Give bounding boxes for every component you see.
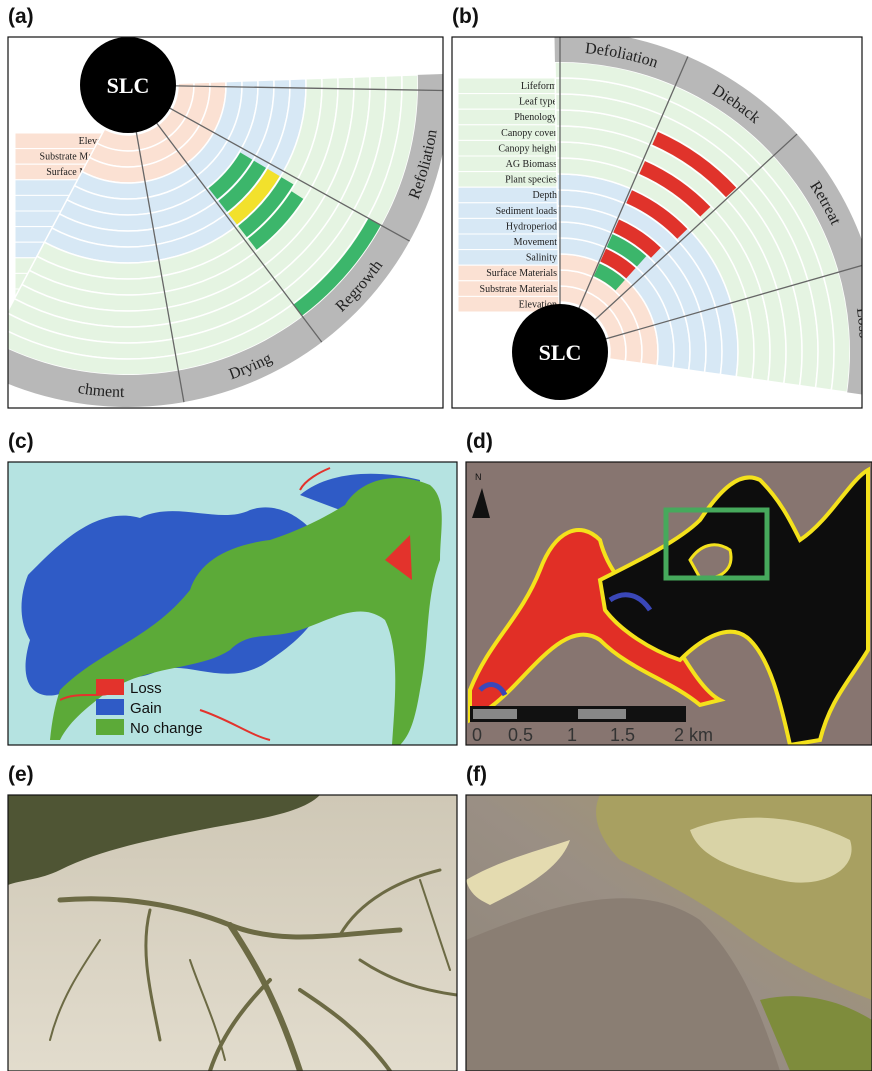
highlight bbox=[218, 160, 267, 212]
outer-band bbox=[8, 73, 443, 407]
legend-swatch bbox=[96, 699, 124, 715]
scale-label: 1.5 bbox=[610, 725, 635, 745]
north-label: N bbox=[475, 472, 482, 482]
row-label: Leaf type bbox=[519, 97, 558, 108]
divider bbox=[127, 84, 410, 242]
panel-frame bbox=[451, 36, 863, 409]
change-map: Loss Gain No change bbox=[8, 462, 457, 745]
slc-label: SLC bbox=[107, 73, 150, 98]
ring bbox=[554, 61, 851, 394]
highlight bbox=[238, 177, 294, 238]
legend-swatch bbox=[96, 719, 124, 735]
sector-label: Loss bbox=[853, 307, 872, 339]
panel-label: (c) bbox=[8, 430, 34, 453]
row-label: Surface Materials bbox=[486, 268, 557, 279]
panel-label: (e) bbox=[8, 763, 34, 786]
divider bbox=[559, 133, 798, 353]
panel-label: (d) bbox=[466, 430, 493, 453]
row-label: AG Biomass bbox=[506, 159, 558, 170]
row-label: Canopy cover bbox=[501, 128, 557, 139]
highlight bbox=[228, 168, 280, 225]
panel-label: (b) bbox=[452, 5, 479, 28]
row-label: Depth bbox=[533, 190, 557, 201]
sector-label-text: chment bbox=[77, 380, 125, 401]
row-label: Substrate Materials bbox=[40, 152, 118, 163]
highlight bbox=[606, 234, 647, 267]
legend-label: Gain bbox=[130, 700, 162, 717]
highlight bbox=[293, 218, 381, 316]
slc-circle bbox=[80, 37, 176, 133]
slc-label: SLC bbox=[539, 340, 582, 365]
panel-frame bbox=[465, 794, 872, 1071]
highlight bbox=[248, 191, 304, 250]
panel-frame bbox=[7, 461, 458, 746]
highlight bbox=[626, 190, 688, 239]
legend-label: No change bbox=[130, 720, 203, 737]
legend-label: Loss bbox=[130, 680, 162, 697]
highlight bbox=[208, 152, 253, 200]
row-label: Plant species bbox=[505, 175, 557, 186]
row-label: Elevation bbox=[519, 299, 557, 310]
row-label: Phenology bbox=[514, 112, 557, 123]
legend-swatch bbox=[96, 679, 124, 695]
highlight bbox=[652, 131, 737, 198]
panel-frame bbox=[7, 36, 444, 409]
divider bbox=[559, 264, 862, 353]
scale-label: 2 km bbox=[674, 725, 713, 745]
slc-circle bbox=[512, 304, 608, 400]
sector-label: chment bbox=[77, 380, 125, 401]
row-label: Sediment loads bbox=[496, 206, 557, 217]
outer-band bbox=[554, 37, 862, 395]
divider bbox=[559, 56, 689, 353]
panel-frame bbox=[7, 794, 458, 1071]
row-label: Substrate Materials bbox=[480, 284, 558, 295]
panel-label: (f) bbox=[466, 763, 487, 786]
detail-map: N 0 0.5 1 1.5 2 km bbox=[466, 462, 872, 745]
divider bbox=[127, 84, 185, 403]
panel-label: (a) bbox=[8, 5, 34, 28]
row-label: Canopy height bbox=[498, 143, 557, 154]
scale-label: 1 bbox=[567, 725, 577, 745]
highlight bbox=[600, 248, 636, 279]
aerial-photo bbox=[8, 795, 457, 1071]
divider bbox=[127, 84, 323, 343]
aerial-photo bbox=[466, 795, 872, 1071]
fan-diagram: Lifeform Leaf type Phenology Canopy cover Ca… bbox=[457, 37, 872, 400]
sector-label-text: Loss bbox=[853, 307, 862, 339]
highlight bbox=[639, 161, 711, 217]
highlight bbox=[613, 219, 661, 258]
panel-frame bbox=[465, 461, 872, 746]
divider bbox=[127, 84, 443, 92]
scale-label: 0 bbox=[472, 725, 482, 745]
row-label: Salinity bbox=[526, 253, 557, 264]
scale-label: 0.5 bbox=[508, 725, 533, 745]
row-label: Lifeform bbox=[521, 81, 557, 92]
row-label: Movement bbox=[514, 237, 558, 248]
highlight bbox=[593, 263, 625, 291]
row-label: Hydroperiod bbox=[506, 221, 557, 232]
